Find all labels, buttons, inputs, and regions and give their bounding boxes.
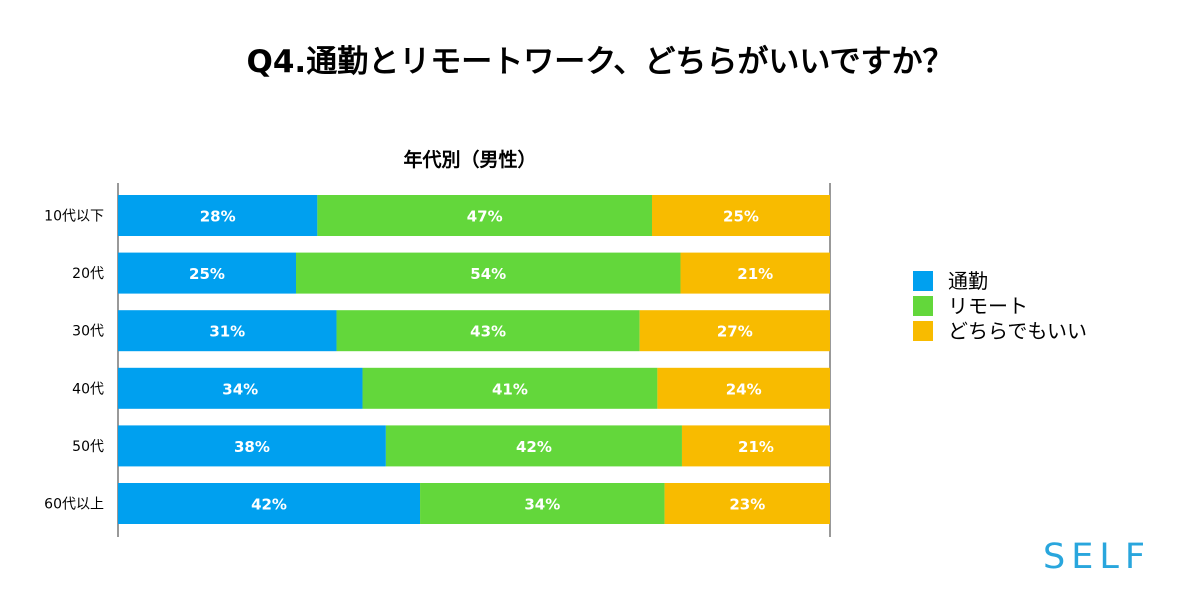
data-label: 41%: [492, 380, 528, 398]
data-label: 34%: [524, 496, 560, 514]
data-label: 21%: [737, 265, 773, 283]
data-label: 43%: [470, 323, 506, 341]
bar-segment: [118, 367, 363, 409]
legend-swatch: [913, 296, 933, 316]
bar-segment: [652, 195, 830, 236]
data-label: 42%: [251, 496, 287, 514]
data-label: 27%: [717, 323, 753, 341]
legend-label: 通勤: [948, 269, 988, 293]
category-label: 60代以上: [44, 497, 104, 513]
legend-label: どちらでもいい: [948, 319, 1087, 343]
bar-segment: [118, 425, 386, 467]
bar-segment: [118, 195, 318, 236]
data-label: 28%: [200, 208, 236, 226]
bar-segment: [317, 195, 652, 236]
data-label: 25%: [723, 208, 759, 226]
bar-segment: [118, 483, 421, 524]
category-label: 40代: [72, 381, 104, 397]
category-label: 30代: [72, 324, 104, 340]
bar-segment: [664, 483, 830, 524]
data-label: 34%: [222, 380, 258, 398]
plot-area: 10代以下 28% 47% 25% 20代 25% 54% 21% 30代 31% 43% 27% 40…: [44, 183, 831, 537]
category-label: 20代: [72, 266, 104, 282]
bar-segment: [657, 367, 830, 409]
category-label: 10代以下: [44, 209, 104, 225]
bar-segment: [118, 310, 337, 352]
page-title: Q4.通勤とリモートワーク、どちらがいいですか？: [246, 44, 954, 80]
brand-logo: SELF: [1043, 537, 1151, 577]
data-label: 23%: [729, 496, 765, 514]
bar-segment: [296, 252, 681, 294]
bar-segment: [680, 252, 830, 294]
data-label: 24%: [726, 380, 762, 398]
data-label: 54%: [470, 265, 506, 283]
category-label: 50代: [72, 439, 104, 455]
bar-segment: [681, 425, 830, 467]
data-label: 25%: [189, 265, 225, 283]
bar-segment: [118, 252, 296, 294]
data-label: 42%: [516, 438, 552, 456]
bar-segment: [639, 310, 830, 352]
legend-swatch: [913, 271, 933, 291]
data-label: 21%: [738, 438, 774, 456]
chart-subtitle: 年代別（男性）: [403, 148, 536, 171]
bar-segment: [336, 310, 640, 352]
data-label: 47%: [467, 208, 503, 226]
bar-segment: [362, 367, 658, 409]
bar-segment: [420, 483, 665, 524]
data-label: 31%: [209, 323, 245, 341]
bar-segment: [385, 425, 682, 467]
data-label: 38%: [234, 438, 270, 456]
legend-label: リモート: [948, 294, 1028, 318]
legend-swatch: [913, 321, 933, 341]
